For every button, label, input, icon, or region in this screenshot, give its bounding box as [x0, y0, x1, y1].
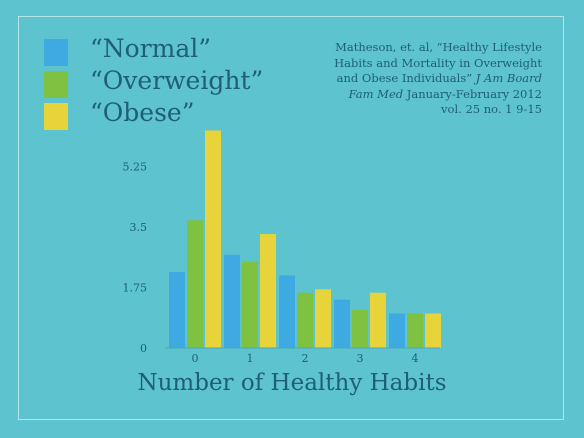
legend-label-normal: “Normal” — [90, 34, 212, 63]
slide-frame — [18, 16, 564, 420]
citation-journal: J Am Board — [475, 71, 542, 85]
x-tick-label: 0 — [192, 352, 199, 365]
x-tick-label: 4 — [412, 352, 419, 365]
bar-overweight-1 — [242, 261, 258, 348]
x-tick-label: 1 — [247, 352, 254, 365]
y-tick-label: 1.75 — [123, 282, 148, 295]
legend-item-obese: “Obese” — [44, 98, 304, 130]
bar-obese-0 — [205, 130, 221, 348]
bar-obese-3 — [370, 292, 386, 348]
legend-swatch-overweight — [44, 71, 68, 98]
citation-date: January-February 2012 — [406, 86, 542, 101]
bar-overweight-0 — [187, 220, 203, 348]
legend-label-obese: “Obese” — [90, 98, 195, 127]
x-tick-label: 3 — [357, 352, 364, 365]
bar-normal-4 — [389, 313, 405, 348]
bar-obese-4 — [425, 313, 441, 348]
bar-normal-0 — [169, 272, 185, 348]
bar-normal-1 — [224, 254, 240, 348]
y-tick-label: 3.5 — [130, 221, 148, 234]
legend-swatch-normal — [44, 39, 68, 66]
bar-normal-3 — [334, 299, 350, 348]
bar-overweight-2 — [297, 292, 313, 348]
bar-obese-1 — [260, 234, 276, 348]
citation-line-1: Matheson, et. al, “Healthy Lifestyle — [335, 40, 542, 54]
citation-line-4: Fam Med January-February 2012 — [302, 87, 542, 103]
legend-swatch-obese — [44, 103, 68, 130]
citation-journal-2: Fam Med — [348, 86, 404, 101]
bar-overweight-3 — [352, 310, 368, 348]
citation: Matheson, et. al, “Healthy Lifestyle Hab… — [302, 40, 542, 118]
x-tick-label: 2 — [302, 352, 309, 365]
x-axis-title: Number of Healthy Habits — [137, 370, 447, 396]
legend-item-overweight: “Overweight” — [44, 66, 304, 98]
y-tick-label: 5.25 — [123, 161, 148, 174]
legend-label-overweight: “Overweight” — [90, 66, 264, 95]
bar-obese-2 — [315, 289, 331, 348]
citation-title-end: and Obese Individuals” — [336, 71, 473, 85]
bar-normal-2 — [279, 275, 295, 348]
citation-volume: vol. 25 no. 1 9-15 — [441, 102, 542, 116]
citation-line-3: and Obese Individuals” J Am Board — [302, 71, 542, 87]
legend-item-normal: “Normal” — [44, 34, 304, 66]
y-tick-label: 0 — [140, 342, 147, 355]
citation-line-2: Habits and Mortality in Overweight — [334, 55, 542, 70]
bar-overweight-4 — [407, 313, 423, 348]
